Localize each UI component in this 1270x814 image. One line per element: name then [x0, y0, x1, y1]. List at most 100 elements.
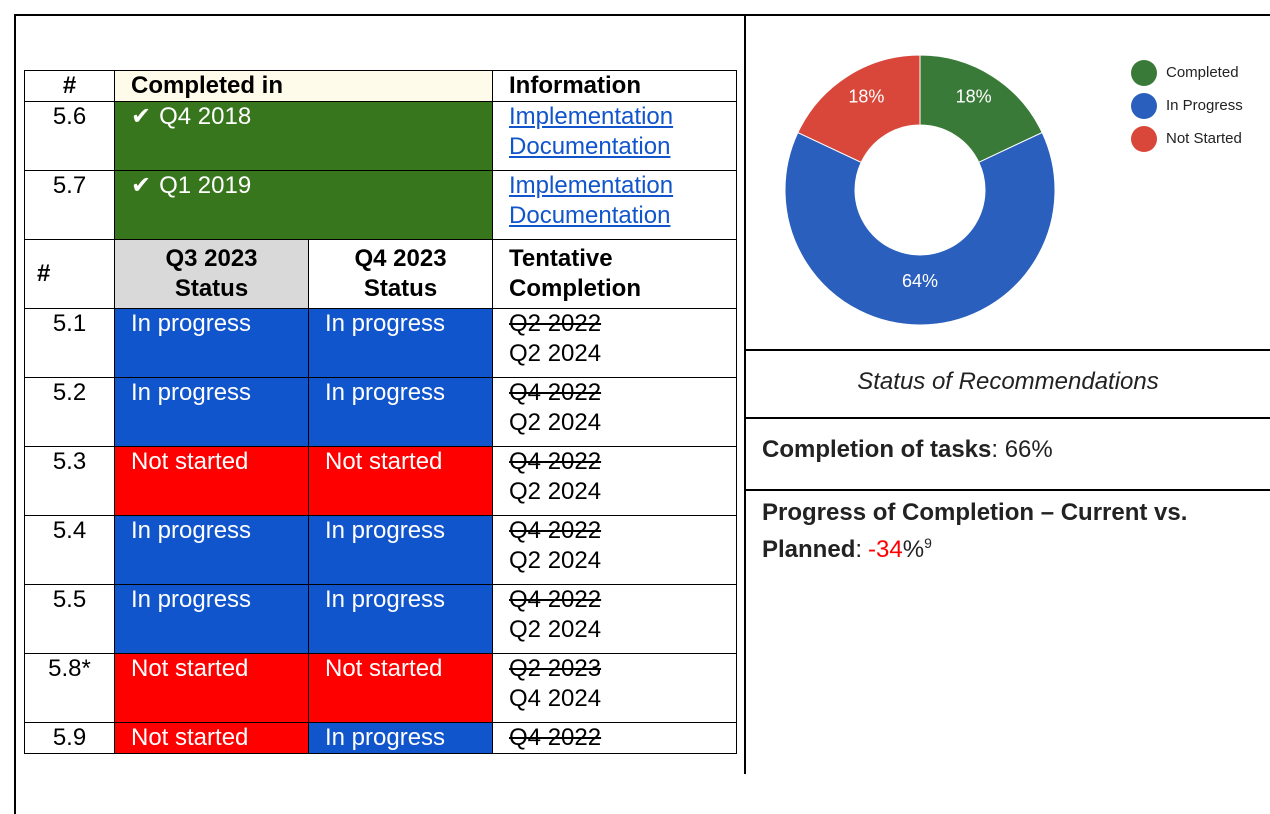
links-cell: Implementation Documentation — [492, 170, 738, 240]
caption: Status of Recommendations — [857, 368, 1159, 395]
divider — [745, 489, 1270, 491]
legend-label: In Progress — [1166, 97, 1243, 114]
legend-swatch — [1131, 93, 1157, 119]
link[interactable]: Implementation — [509, 172, 674, 199]
old-date: Q4 2022 — [509, 724, 602, 751]
divider — [745, 349, 1270, 351]
slice — [919, 54, 1043, 163]
status-row: 5.8* Not started Not started Q2 2023 Q4 2024 — [24, 653, 738, 723]
status-row: 5.9 Not started In progress Q4 2022 — [24, 722, 738, 754]
status-row: 5.2 In progress In progress Q4 2022 Q2 2024 — [24, 377, 738, 447]
completion: Completion of tasks: 66% — [762, 436, 1053, 464]
old-date: Q4 2022 — [509, 379, 602, 406]
slice — [797, 54, 921, 163]
value: -34 — [868, 536, 903, 563]
header-cell: # — [24, 70, 115, 102]
legend-swatch — [1131, 60, 1157, 86]
new-date: Q4 2024 — [509, 685, 602, 712]
completed-cell: ✔ Q1 2019 — [113, 170, 494, 240]
legend-label: Completed — [1166, 64, 1239, 81]
value: : 66% — [991, 436, 1053, 463]
header-cell: Q3 2023 Status — [114, 239, 309, 309]
check: ✔ — [131, 172, 152, 199]
status-row: 5.5 In progress In progress Q4 2022 Q2 2024 — [24, 584, 738, 654]
check: ✔ — [131, 103, 152, 130]
status-cell: In progress — [114, 308, 309, 378]
slice — [784, 131, 1056, 326]
link[interactable]: Documentation — [509, 202, 671, 229]
footnote: 9 — [924, 535, 932, 551]
status-table: # Completed in Information 5.6 ✔ Q4 2018 Imple… — [24, 70, 738, 754]
data-label: 18% — [956, 86, 992, 106]
completion-cell: Q2 2022 Q2 2024 — [492, 308, 738, 378]
completion-cell: Q4 2022 Q2 2024 — [492, 446, 738, 516]
status-cell: In progress — [114, 377, 309, 447]
label: Progress of Completion – Current vs. Pla… — [762, 499, 1188, 563]
completion-cell: Q4 2022 Q2 2024 — [492, 515, 738, 585]
progress: Progress of Completion – Current vs. Pla… — [762, 498, 1242, 565]
status-row: 5.1 In progress In progress Q2 2022 Q2 2024 — [24, 308, 738, 378]
old-date: Q2 2022 — [509, 310, 602, 337]
id-cell: 5.2 — [24, 377, 115, 447]
data-label: 18% — [848, 86, 884, 106]
divider — [744, 14, 746, 774]
id-cell: 5.1 — [24, 308, 115, 378]
link[interactable]: Implementation — [509, 103, 674, 130]
new-date: Q2 2024 — [509, 340, 602, 367]
header-row: # Completed in Information — [24, 70, 738, 102]
status-row: 5.3 Not started Not started Q4 2022 Q2 2024 — [24, 446, 738, 516]
frame — [14, 14, 1270, 814]
status-cell: In progress — [307, 515, 494, 585]
donut-chart: 18% 64% 18% Completed In Progress Not Started — [784, 54, 1243, 326]
completed-row: 5.7 ✔ Q1 2019 Implementation Documentation — [24, 170, 738, 240]
completed-row: 5.6 ✔ Q4 2018 Implementation Documentation — [24, 101, 738, 171]
status-row: 5.4 In progress In progress Q4 2022 Q2 2024 — [24, 515, 738, 585]
completion-cell: Q4 2022 — [492, 722, 738, 754]
id-cell: 5.4 — [24, 515, 115, 585]
status-cell: In progress — [114, 584, 309, 654]
new-date: Q2 2024 — [509, 616, 602, 643]
quarter: Q1 2019 — [159, 172, 252, 199]
status-cell: Not started — [307, 446, 494, 516]
status-cell: In progress — [114, 515, 309, 585]
header-cell: Information — [492, 70, 738, 102]
header-cell: Tentative Completion — [492, 239, 738, 309]
new-date: Q2 2024 — [509, 409, 602, 436]
links-cell: Implementation Documentation — [492, 101, 738, 171]
id-cell: 5.7 — [24, 170, 115, 240]
status-cell: Not started — [114, 446, 309, 516]
header-cell: Completed in — [113, 70, 494, 102]
unit: % — [902, 536, 925, 563]
legend-swatch — [1131, 126, 1157, 152]
old-date: Q4 2022 — [509, 586, 602, 613]
old-date: Q4 2022 — [509, 517, 602, 544]
completion-cell: Q4 2022 Q2 2024 — [492, 377, 738, 447]
id-cell: 5.9 — [24, 722, 115, 754]
id-cell: 5.5 — [24, 584, 115, 654]
status-cell: In progress — [307, 308, 494, 378]
completion-cell: Q2 2023 Q4 2024 — [492, 653, 738, 723]
legend-label: Not Started — [1166, 130, 1242, 147]
id-cell: 5.8* — [24, 653, 115, 723]
header-cell: # — [24, 239, 115, 309]
header-cell: Q4 2023 Status — [307, 239, 494, 309]
page: # Completed in Information 5.6 ✔ Q4 2018 Imple… — [14, 14, 1270, 814]
status-cell: In progress — [307, 722, 494, 754]
link[interactable]: Documentation — [509, 133, 671, 160]
data-label: 64% — [902, 271, 938, 291]
status-cell: Not started — [307, 653, 494, 723]
label: Completion of tasks — [762, 436, 992, 463]
status-cell: In progress — [307, 584, 494, 654]
new-date: Q2 2024 — [509, 547, 602, 574]
divider — [745, 417, 1270, 419]
status-cell: Not started — [114, 653, 309, 723]
completed-cell: ✔ Q4 2018 — [113, 101, 494, 171]
new-date: Q2 2024 — [509, 478, 602, 505]
old-date: Q4 2022 — [509, 448, 602, 475]
prefix: : — [855, 536, 863, 563]
id-cell: 5.3 — [24, 446, 115, 516]
id-cell: 5.6 — [24, 101, 115, 171]
old-date: Q2 2023 — [509, 655, 602, 682]
header-row: # Q3 2023 Status Q4 2023 Status Tentative C… — [24, 239, 738, 309]
status-cell: Not started — [114, 722, 309, 754]
